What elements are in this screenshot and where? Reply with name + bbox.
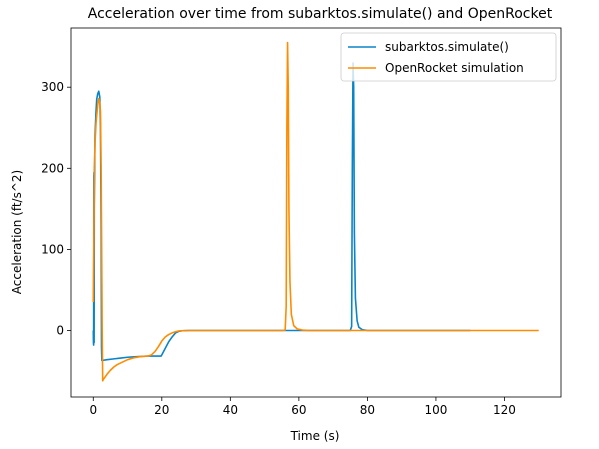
x-tick-label: 0 [89, 403, 97, 417]
legend-label-1: subarktos.simulate() [385, 40, 509, 54]
y-tick-label: 300 [41, 80, 64, 94]
y-axis: 0 100 200 300 [41, 80, 71, 337]
legend-box [340, 32, 557, 82]
x-tick-label: 100 [424, 403, 447, 417]
series-line-1 [92, 62, 471, 362]
series-layer [92, 41, 539, 382]
x-tick-label: 40 [223, 403, 238, 417]
x-tick-label: 20 [154, 403, 169, 417]
y-axis-label: Acceleration (ft/s^2) [10, 170, 24, 294]
x-axis: 0 20 40 60 80 100 120 [89, 397, 516, 417]
x-axis-label: Time (s) [290, 429, 340, 443]
series-line-2 [92, 41, 539, 382]
x-tick-label: 80 [360, 403, 375, 417]
y-tick-label: 0 [56, 323, 64, 337]
x-tick-label: 60 [291, 403, 306, 417]
legend-label-2: OpenRocket simulation [385, 61, 524, 75]
legend: subarktos.simulate() OpenRocket simulatio… [340, 32, 557, 82]
y-tick-label: 100 [41, 242, 64, 256]
y-tick-label: 200 [41, 161, 64, 175]
chart-title: Acceleration over time from subarktos.si… [88, 6, 553, 22]
plot-area [70, 27, 562, 398]
x-tick-label: 120 [493, 403, 516, 417]
